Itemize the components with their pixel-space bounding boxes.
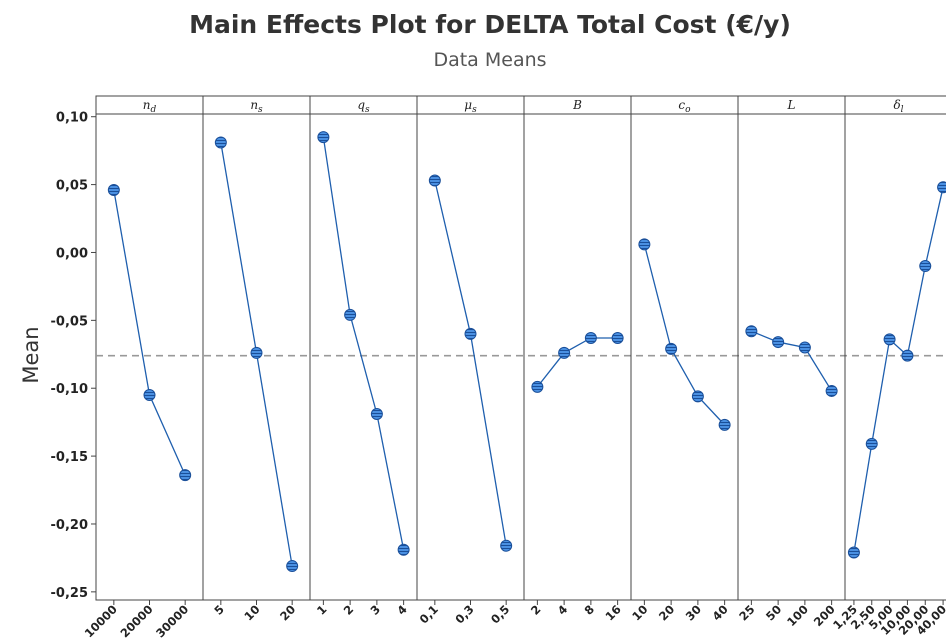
panel-symbol: L [787,98,796,112]
mean-marker [772,336,785,349]
mean-marker [464,327,477,340]
x-tick-label: 100 [784,602,811,629]
x-tick-label: 4 [394,602,410,618]
mean-marker [558,346,571,359]
mean-marker [286,560,299,573]
panel-title: δl [893,98,903,115]
x-tick-label: 8 [581,602,597,618]
panel-title: B [572,98,582,112]
mean-marker [179,469,192,482]
panel-subscript: d [150,105,156,115]
y-axis-label: Mean [19,326,43,383]
x-tick-label: 0,5 [488,602,512,626]
effect-line [322,136,405,550]
mean-marker [937,181,946,194]
mean-marker [865,437,878,450]
y-tick-label: -0,25 [51,586,88,601]
panel-subscript: s [258,105,263,115]
panel-title: co [678,98,691,115]
panel-symbol: n [143,98,151,112]
x-tick-label: 10000 [82,602,120,639]
x-tick-label: 1 [314,602,330,618]
mean-marker [611,331,624,344]
effect-line [853,187,944,553]
panel-title: qs [357,98,370,115]
x-tick-label: 5 [211,602,227,618]
y-tick-label: 0,00 [56,246,88,261]
mean-marker [107,184,120,197]
x-tick-label: 3 [367,602,383,618]
x-tick-label: 25 [736,602,757,623]
mean-marker [428,174,441,187]
x-tick-label: 20 [656,602,677,623]
x-tick-label: 0,1 [417,602,441,626]
x-tick-label: 10 [241,602,262,623]
mean-marker [344,308,357,321]
x-tick-label: 40 [710,602,731,623]
panel-title: μs [464,98,477,115]
y-tick-label: -0,10 [51,382,88,397]
x-tick-label: 16 [603,602,624,623]
effect-line [434,180,507,546]
mean-marker [798,341,811,354]
panel-title: nd [143,98,157,115]
x-tick-label: 20000 [117,602,155,639]
panel-symbol: μ [464,98,472,112]
effect-line [536,337,618,388]
y-tick-label: 0,10 [56,111,88,126]
y-tick-label: -0,20 [51,518,88,533]
mean-marker [745,325,758,338]
mean-marker [584,331,597,344]
x-tick-label: 0,3 [452,602,476,626]
panel-symbol: q [357,98,365,112]
mean-marker [691,390,704,403]
chart-subtitle: Data Means [433,49,546,71]
x-tick-label: 50 [763,602,784,623]
panel-subscript: o [685,105,691,115]
mean-marker [531,380,544,393]
mean-marker [638,238,651,251]
mean-marker [397,543,410,556]
mean-marker [370,408,383,421]
mean-marker [500,539,513,552]
x-tick-label: 2 [528,602,544,618]
x-tick-label: 20 [277,602,298,623]
effect-line [751,330,833,392]
effect-line [113,189,186,476]
mean-marker [665,342,678,355]
panel-title: ns [250,98,263,115]
panel-symbol: n [250,98,258,112]
panel-title: L [787,98,796,112]
mean-marker [143,389,156,402]
panel-subscript: s [472,105,477,115]
x-tick-label: 30000 [153,602,191,639]
mean-marker [883,333,896,346]
panel-symbol: δ [893,98,900,112]
plot-frame [95,95,946,601]
mean-marker [919,260,932,273]
effect-line [643,244,726,426]
mean-marker [214,136,227,149]
chart-title: Main Effects Plot for DELTA Total Cost (… [189,10,791,39]
panel-subscript: l [901,105,904,115]
mean-marker [317,131,330,144]
mean-marker [825,384,838,397]
y-tick-label: -0,15 [51,450,88,465]
mean-marker [901,349,914,362]
y-tick-label: 0,05 [56,179,88,194]
mean-marker [250,346,263,359]
x-tick-label: 2 [341,602,357,618]
panel-symbol: c [678,98,685,112]
y-tick-label: -0,05 [51,314,88,329]
x-tick-label: 4 [555,602,571,618]
panel-subscript: s [365,105,370,115]
panel-symbol: B [572,98,582,112]
x-tick-label: 10 [629,602,650,623]
x-tick-label: 30 [683,602,704,623]
mean-marker [847,546,860,559]
mean-marker [718,418,731,431]
